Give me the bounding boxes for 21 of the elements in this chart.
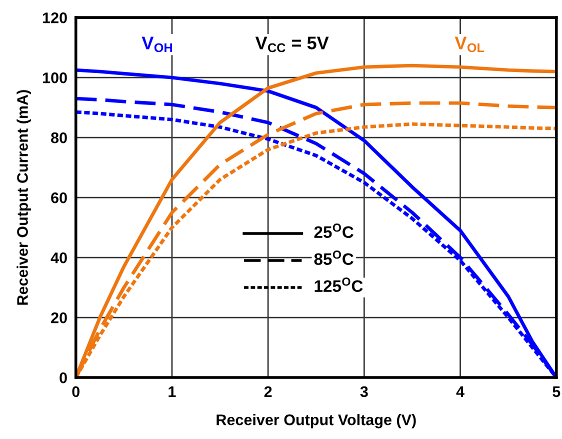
y-tick-label: 20 bbox=[51, 312, 67, 324]
y-axis-title: Receiver Output Current (mA) bbox=[16, 90, 31, 305]
y-tick-label: 0 bbox=[60, 372, 67, 384]
x-tick-label: 5 bbox=[552, 386, 560, 398]
x-tick-label: 4 bbox=[456, 386, 464, 397]
y-tick-label: 120 bbox=[43, 12, 67, 24]
x-tick-label: 1 bbox=[168, 386, 176, 397]
annotation: 25$^{O}$C bbox=[314, 224, 354, 238]
x-tick-label: 3 bbox=[360, 386, 368, 398]
x-tick-label: 0 bbox=[72, 386, 80, 398]
annotation: V$_{CC}$ = 5V bbox=[255, 36, 329, 52]
y-tick-label: 80 bbox=[51, 132, 67, 144]
y-tick-label: 60 bbox=[51, 192, 67, 204]
annotation: 85$^{O}$C bbox=[314, 250, 354, 265]
annotation: V$_{OL}$ bbox=[454, 36, 484, 52]
x-axis-title: Receiver Output Voltage (V) bbox=[216, 414, 416, 428]
annotation: 125$^{O}$C bbox=[314, 278, 363, 292]
y-tick-label: 100 bbox=[43, 72, 67, 84]
annotation: V$_{OH}$ bbox=[142, 36, 172, 52]
y-tick-label: 40 bbox=[50, 252, 67, 264]
x-tick-label: 2 bbox=[264, 386, 272, 397]
